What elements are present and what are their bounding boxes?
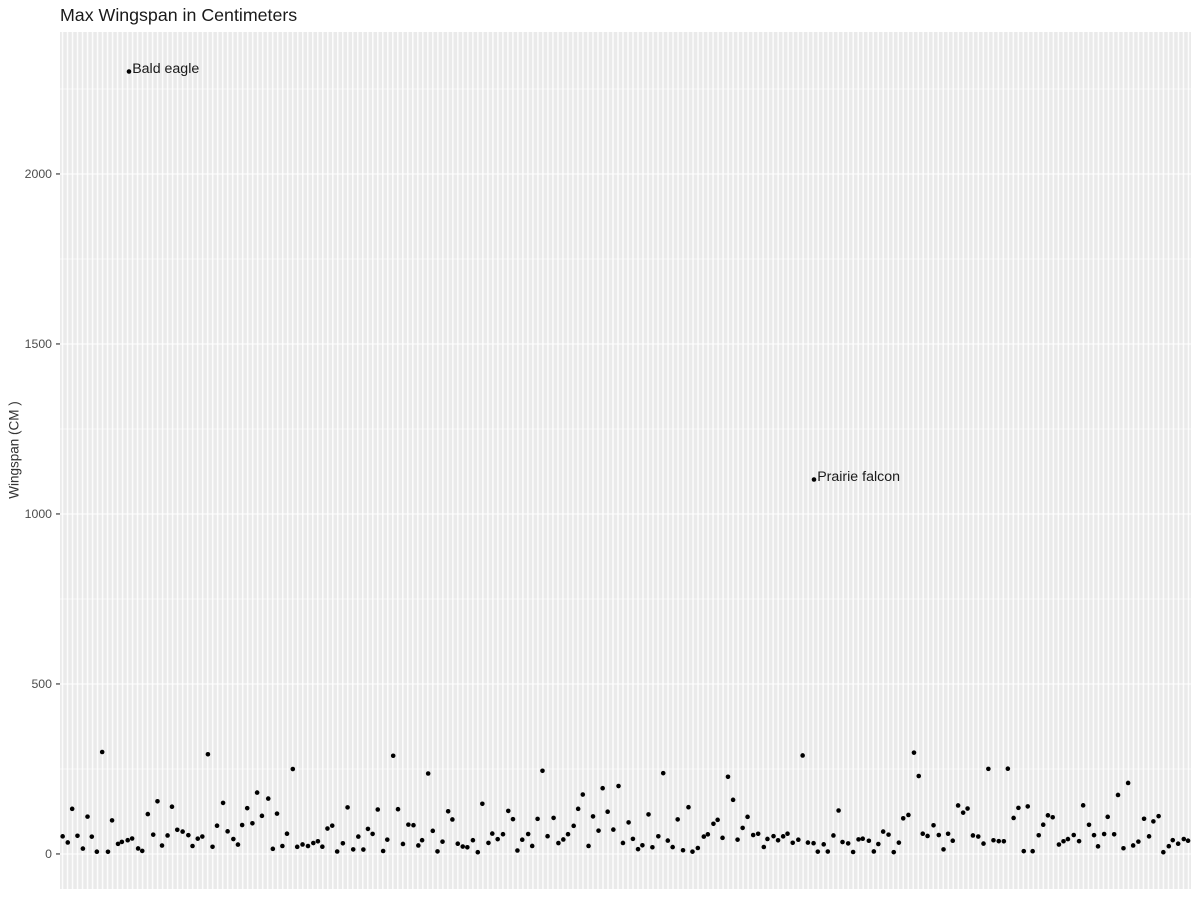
- svg-text:Bald eagle: Bald eagle: [132, 61, 199, 77]
- svg-text:Prairie falcon: Prairie falcon: [817, 469, 900, 485]
